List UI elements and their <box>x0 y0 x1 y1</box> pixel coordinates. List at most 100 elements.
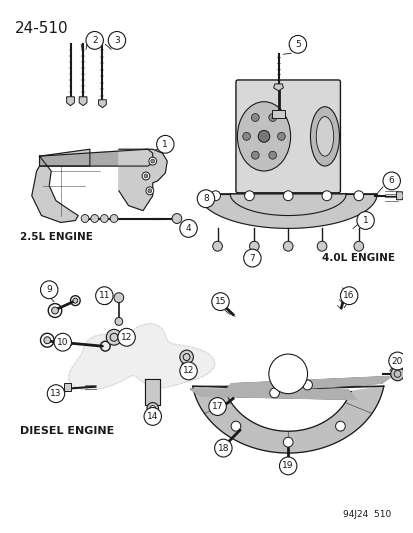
Circle shape <box>269 388 279 398</box>
Polygon shape <box>98 100 106 108</box>
FancyBboxPatch shape <box>271 110 285 118</box>
Polygon shape <box>145 379 160 405</box>
Circle shape <box>150 159 154 163</box>
Circle shape <box>230 421 240 431</box>
Polygon shape <box>66 97 74 106</box>
Circle shape <box>44 337 50 344</box>
Circle shape <box>150 406 155 411</box>
Circle shape <box>268 151 276 159</box>
Text: 11: 11 <box>98 291 110 300</box>
FancyBboxPatch shape <box>235 80 339 193</box>
Circle shape <box>210 191 220 201</box>
Circle shape <box>47 385 64 402</box>
Circle shape <box>54 333 71 351</box>
Circle shape <box>282 437 292 447</box>
Circle shape <box>144 174 147 178</box>
Circle shape <box>179 220 197 237</box>
Polygon shape <box>40 149 152 166</box>
Circle shape <box>214 439 232 457</box>
Circle shape <box>243 249 261 267</box>
Circle shape <box>279 457 296 475</box>
Circle shape <box>90 215 98 222</box>
Text: 13: 13 <box>50 389 62 398</box>
Circle shape <box>197 190 214 208</box>
Circle shape <box>142 172 150 180</box>
Circle shape <box>212 241 222 251</box>
Text: 4.0L ENGINE: 4.0L ENGINE <box>321 253 394 263</box>
Circle shape <box>147 189 152 193</box>
Circle shape <box>321 191 331 201</box>
Circle shape <box>251 151 259 159</box>
Circle shape <box>242 132 250 140</box>
Polygon shape <box>190 389 356 400</box>
Text: 2: 2 <box>92 36 97 45</box>
Circle shape <box>277 132 285 140</box>
Circle shape <box>115 318 122 325</box>
Text: 8: 8 <box>203 194 208 203</box>
Polygon shape <box>273 84 282 91</box>
Circle shape <box>149 157 156 165</box>
Circle shape <box>81 215 89 222</box>
Circle shape <box>211 293 229 311</box>
Circle shape <box>108 31 126 49</box>
Ellipse shape <box>237 102 290 171</box>
Text: 18: 18 <box>217 443 228 453</box>
Circle shape <box>100 215 108 222</box>
Circle shape <box>353 191 363 201</box>
Polygon shape <box>64 383 70 391</box>
Circle shape <box>110 215 118 222</box>
Circle shape <box>147 402 158 415</box>
Text: 16: 16 <box>342 291 354 300</box>
Text: 4: 4 <box>185 224 191 233</box>
Polygon shape <box>396 192 402 200</box>
Text: 15: 15 <box>214 297 225 306</box>
Circle shape <box>353 241 363 251</box>
Circle shape <box>118 328 135 346</box>
Polygon shape <box>199 194 376 228</box>
Circle shape <box>172 214 181 223</box>
Text: 5: 5 <box>294 40 300 49</box>
Ellipse shape <box>310 107 339 166</box>
Circle shape <box>114 293 123 303</box>
Circle shape <box>179 362 197 380</box>
Ellipse shape <box>316 117 333 156</box>
Text: 24-510: 24-510 <box>14 21 68 36</box>
Circle shape <box>335 421 344 431</box>
Circle shape <box>388 352 405 370</box>
Text: 1: 1 <box>162 140 168 149</box>
Text: 9: 9 <box>46 285 52 294</box>
Circle shape <box>95 287 113 304</box>
Text: 14: 14 <box>147 412 158 421</box>
Circle shape <box>73 298 78 303</box>
Polygon shape <box>79 97 87 106</box>
Text: 10: 10 <box>57 338 68 346</box>
Text: 12: 12 <box>121 333 132 342</box>
Circle shape <box>268 114 276 122</box>
Circle shape <box>282 191 292 201</box>
Circle shape <box>244 191 254 201</box>
Circle shape <box>86 31 103 49</box>
Polygon shape <box>119 149 167 211</box>
Polygon shape <box>192 386 383 453</box>
Circle shape <box>316 241 326 251</box>
Circle shape <box>288 35 306 53</box>
Circle shape <box>302 380 312 390</box>
Text: 19: 19 <box>282 462 293 471</box>
Circle shape <box>282 241 292 251</box>
Circle shape <box>249 241 259 251</box>
Text: 3: 3 <box>114 36 119 45</box>
Circle shape <box>356 212 373 229</box>
Circle shape <box>339 287 357 304</box>
Circle shape <box>52 307 58 314</box>
Circle shape <box>40 281 58 298</box>
Circle shape <box>208 398 226 415</box>
Circle shape <box>156 135 173 153</box>
Polygon shape <box>222 376 391 393</box>
Circle shape <box>258 131 269 142</box>
Text: 6: 6 <box>388 176 394 185</box>
Circle shape <box>146 187 153 195</box>
Text: 1: 1 <box>362 216 368 225</box>
Text: 7: 7 <box>249 254 255 263</box>
Text: 20: 20 <box>391 357 402 366</box>
Circle shape <box>382 172 399 190</box>
